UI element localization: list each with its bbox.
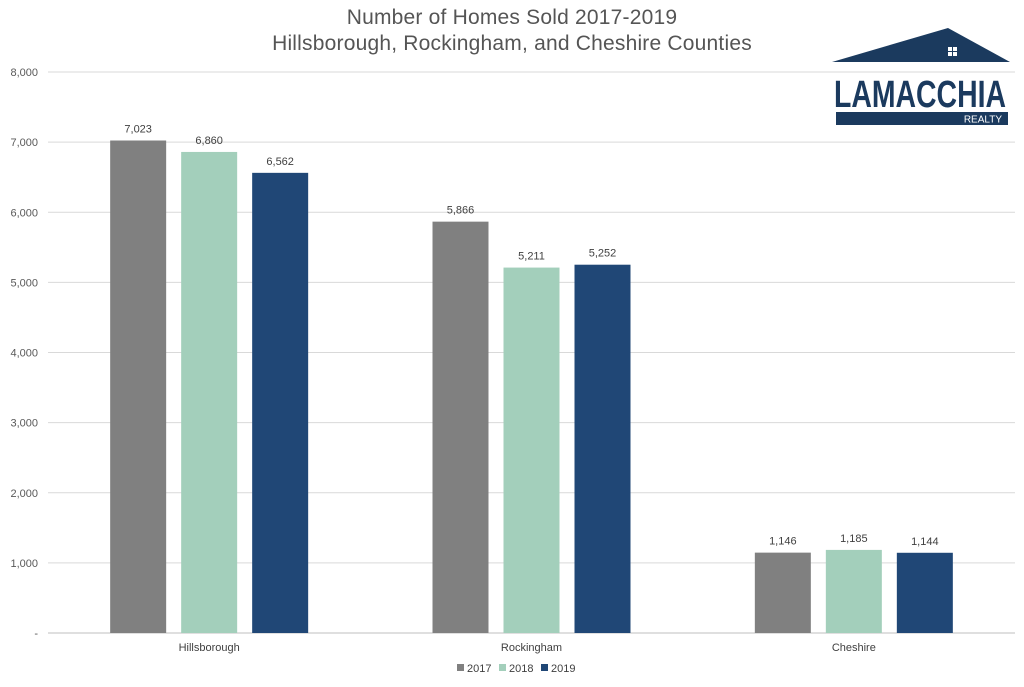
bar-2018 bbox=[825, 549, 882, 633]
y-tick-label: 3,000 bbox=[10, 418, 38, 430]
data-label: 1,185 bbox=[840, 533, 868, 545]
legend-label: 2019 bbox=[551, 663, 575, 675]
bar-2017 bbox=[754, 552, 811, 633]
y-tick-label: 4,000 bbox=[10, 348, 38, 360]
y-tick-label: - bbox=[34, 628, 38, 640]
y-tick-label: 1,000 bbox=[10, 558, 38, 570]
bar-2018 bbox=[181, 151, 238, 633]
data-label: 5,211 bbox=[518, 251, 545, 263]
x-tick-label: Cheshire bbox=[832, 642, 876, 654]
y-tick-label: 8,000 bbox=[10, 67, 38, 79]
legend-swatch bbox=[457, 664, 464, 671]
data-label: 6,562 bbox=[266, 156, 294, 168]
y-tick-label: 7,000 bbox=[10, 137, 38, 149]
logo-tagline: REALTY bbox=[964, 115, 1002, 126]
x-tick-label: Rockingham bbox=[501, 642, 562, 654]
data-label: 7,023 bbox=[124, 124, 152, 136]
y-tick-label: 6,000 bbox=[10, 207, 38, 219]
y-tick-label: 2,000 bbox=[10, 488, 38, 500]
roof-shape bbox=[832, 28, 1010, 62]
x-tick-label: Hillsborough bbox=[179, 642, 240, 654]
legend-label: 2018 bbox=[509, 663, 533, 675]
legend-label: 2017 bbox=[467, 663, 491, 675]
lamacchia-realty-logo: LAMACCHIA REALTY bbox=[832, 28, 1010, 126]
bar-2019 bbox=[896, 552, 953, 633]
data-label: 6,860 bbox=[195, 135, 223, 147]
data-label: 1,144 bbox=[911, 536, 939, 548]
bar-2017 bbox=[110, 140, 167, 633]
legend-swatch bbox=[499, 664, 506, 671]
data-label: 5,866 bbox=[447, 205, 475, 217]
data-label: 5,252 bbox=[589, 248, 617, 260]
bar-2019 bbox=[574, 264, 631, 633]
y-tick-label: 5,000 bbox=[10, 277, 38, 289]
bar-2017 bbox=[432, 221, 489, 634]
logo-wordmark: LAMACCHIA bbox=[834, 74, 1006, 116]
data-label: 1,146 bbox=[769, 536, 797, 548]
chart-title: Number of Homes Sold 2017-2019 bbox=[346, 6, 678, 29]
chart-subtitle: Hillsborough, Rockingham, and Cheshire C… bbox=[272, 32, 752, 55]
bar-2018 bbox=[503, 267, 560, 633]
logo-tagline-bar bbox=[836, 112, 1008, 125]
legend-swatch bbox=[541, 664, 548, 671]
bar-2019 bbox=[252, 172, 309, 633]
